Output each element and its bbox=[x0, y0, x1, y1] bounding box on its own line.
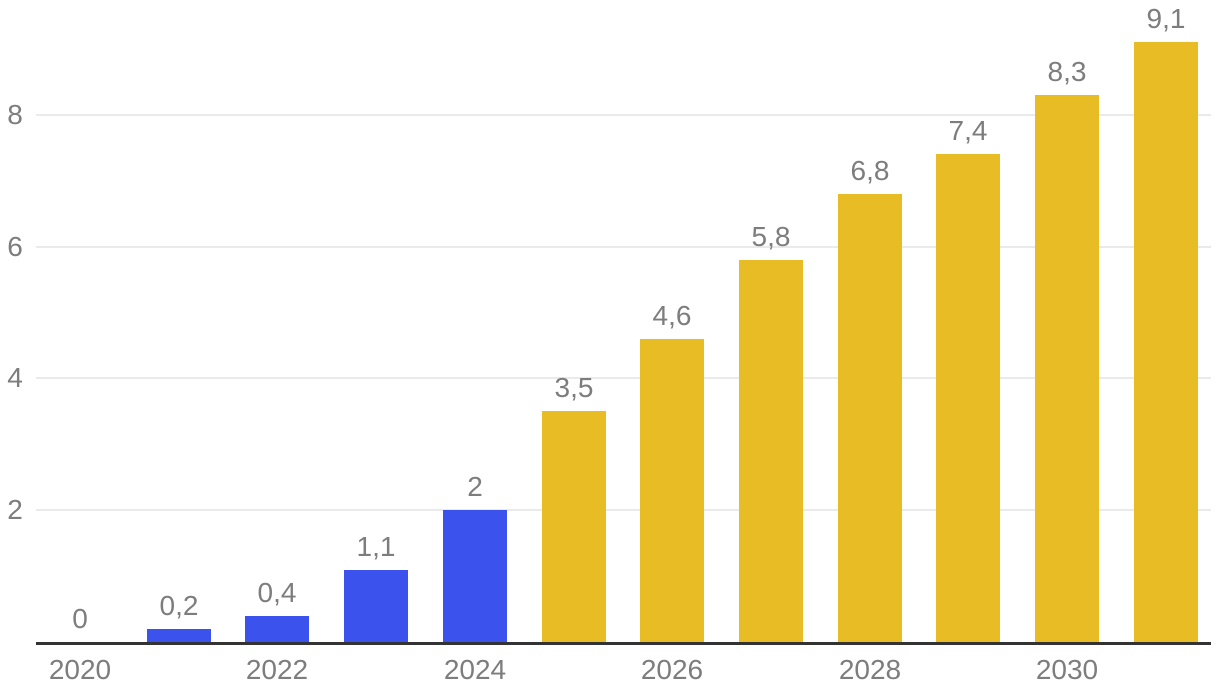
bar-value-label: 4,6 bbox=[652, 300, 692, 331]
x-tick-label: 2024 bbox=[443, 654, 507, 685]
bar bbox=[640, 339, 704, 642]
x-axis-line bbox=[36, 642, 1211, 645]
bar-value-label: 0,4 bbox=[257, 577, 297, 608]
bar-value-label: 3,5 bbox=[554, 372, 594, 403]
bar bbox=[936, 154, 1000, 642]
bar-value-label: 8,3 bbox=[1047, 56, 1087, 87]
bar-value-label: 7,4 bbox=[948, 115, 988, 146]
x-tick-label: 2030 bbox=[1035, 654, 1099, 685]
bar-value-label: 0,2 bbox=[159, 590, 199, 621]
bar bbox=[1035, 95, 1099, 642]
y-tick-label: 6 bbox=[7, 231, 23, 262]
gridline bbox=[36, 377, 1211, 379]
bar bbox=[838, 194, 902, 642]
gridline bbox=[36, 509, 1211, 511]
y-tick-label: 4 bbox=[7, 362, 23, 393]
bar-value-label: 0 bbox=[72, 603, 88, 634]
bar-value-label: 2 bbox=[467, 471, 483, 502]
x-tick-label: 2028 bbox=[838, 654, 902, 685]
bar bbox=[443, 510, 507, 642]
x-tick-label: 2026 bbox=[640, 654, 704, 685]
gridline bbox=[36, 246, 1211, 248]
y-tick-label: 8 bbox=[7, 99, 23, 130]
x-tick-label: 2022 bbox=[245, 654, 309, 685]
bar-value-label: 1,1 bbox=[356, 531, 396, 562]
x-tick-label: 2020 bbox=[48, 654, 112, 685]
bar bbox=[739, 260, 803, 642]
bar-value-label: 9,1 bbox=[1146, 3, 1186, 34]
bar bbox=[1134, 42, 1198, 642]
bar-value-label: 5,8 bbox=[751, 221, 791, 252]
bar bbox=[344, 570, 408, 642]
bar bbox=[147, 629, 211, 642]
bar bbox=[245, 616, 309, 642]
bar bbox=[542, 411, 606, 642]
y-tick-label: 2 bbox=[7, 494, 23, 525]
bar-value-label: 6,8 bbox=[850, 155, 890, 186]
gridline bbox=[36, 114, 1211, 116]
